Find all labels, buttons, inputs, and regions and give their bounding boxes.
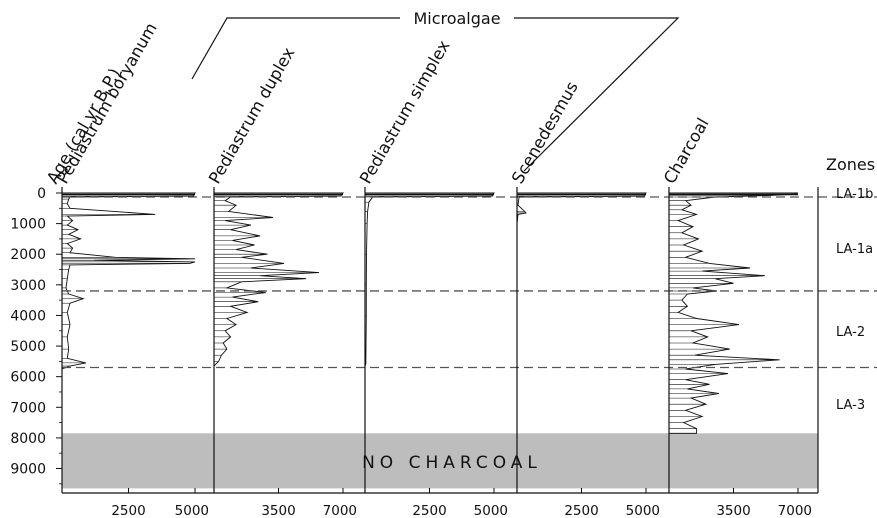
x-tick-label-4-2: 5000: [626, 503, 660, 518]
bracket-right: [514, 17, 680, 172]
panel-1: [61, 192, 196, 370]
y-tick-label-6: 5000: [10, 339, 46, 355]
no-charcoal-band: [62, 433, 818, 489]
zone-label-1: LA-1b: [836, 187, 873, 202]
panel-title-2: Pediastrum duplex: [205, 44, 299, 187]
bracket-left: [191, 17, 400, 80]
x-tick-label-2-1: 3500: [261, 503, 295, 518]
y-tick-label-8: 7000: [10, 400, 46, 416]
panels-layer: [61, 192, 799, 434]
panel-title-5: Charcoal: [660, 115, 713, 187]
y-tick-label-9: 8000: [10, 431, 46, 447]
x-tick-label-5-2: 7000: [778, 503, 812, 518]
zone-label-4: LA-3: [836, 398, 865, 413]
zone-label-3: LA-2: [836, 325, 865, 340]
y-tick-label-3: 2000: [10, 247, 46, 263]
curve-1: [61, 192, 196, 370]
zone-boundary-layer: [62, 196, 877, 369]
panel-2: [213, 192, 345, 368]
panel-3: [364, 192, 495, 367]
microalgae-bracket: Microalgae: [191, 9, 680, 172]
zones-title: Zones: [826, 155, 875, 174]
panel-title-4: Scenedesmus: [508, 78, 582, 187]
x-tick-label-2-2: 7000: [323, 503, 357, 518]
no-charcoal-label: NO CHARCOAL: [362, 453, 542, 473]
y-tick-label-4: 3000: [10, 278, 46, 294]
y-tick-label-1: 0: [37, 186, 46, 202]
y-tick-label-7: 6000: [10, 370, 46, 386]
y-tick-label-5: 4000: [10, 308, 46, 324]
microalgae-label: Microalgae: [413, 9, 500, 28]
axes-layer: [56, 187, 819, 494]
curve-5: [668, 192, 799, 434]
x-tick-label-4-1: 2500: [564, 503, 598, 518]
x-tick-label-1-1: 2500: [111, 503, 145, 518]
y-tick-label-10: 9000: [10, 462, 46, 478]
curve-3: [364, 192, 495, 367]
x-tick-label-5-1: 3500: [716, 503, 750, 518]
panel-5: [668, 192, 799, 434]
no-data-band-layer: NO CHARCOAL: [62, 433, 818, 489]
panel-4: [516, 192, 647, 224]
y-axis-title: Age (cal yr B.P.): [43, 65, 124, 187]
x-tick-label-3-2: 5000: [474, 503, 508, 518]
curve-2: [213, 192, 345, 368]
y-tick-label-2: 1000: [10, 217, 46, 233]
zone-label-2: LA-1a: [836, 242, 873, 257]
x-tick-label-3-1: 2500: [412, 503, 446, 518]
x-tick-label-1-2: 5000: [175, 503, 209, 518]
panel-title-3: Pediastrum simplex: [356, 37, 454, 187]
